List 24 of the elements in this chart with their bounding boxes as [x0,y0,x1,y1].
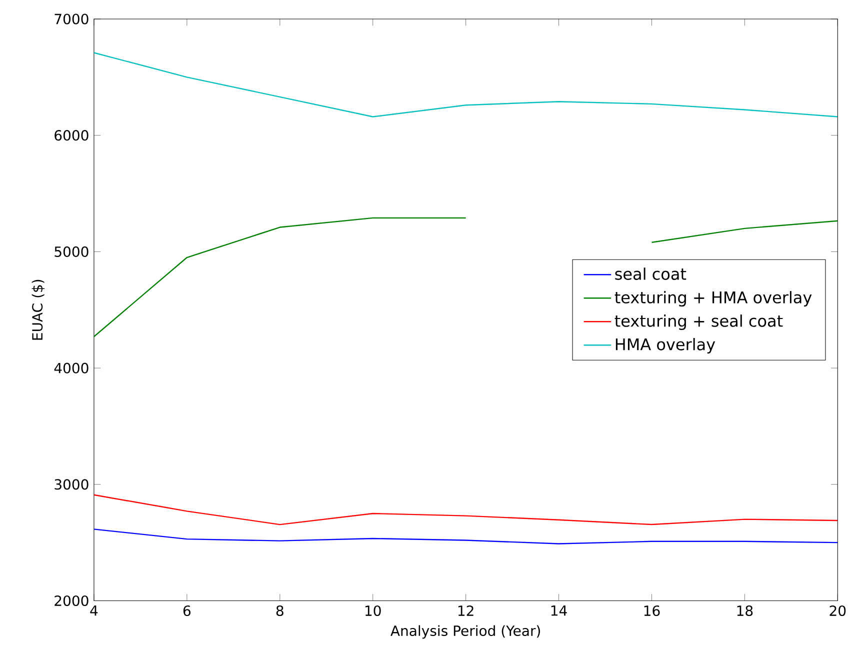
legend-label: HMA overlay [616,338,716,354]
x-tick-label: 6 [183,606,190,616]
y-tick-label: 6000 [54,130,88,141]
y-tick-label: 4000 [54,362,88,374]
x-tick-label: 8 [276,606,284,616]
y-tick-label: 5000 [54,246,88,258]
legend-label: texturing + seal coat [614,314,783,330]
legend-label: texturing + HMA overlay [614,291,812,307]
x-tick-label: 14 [551,606,567,616]
x-tick-label: 16 [644,606,660,616]
x-tick-label: 20 [830,606,846,616]
x-tick-label: 18 [737,606,753,616]
line-series [94,52,838,118]
line-series [94,494,838,526]
y-tick-label: 7000 [54,14,88,24]
y-tick-label: 3000 [54,479,88,490]
legend-label: seal coat [615,268,686,280]
y-tick-label: 2000 [54,596,88,606]
x-tick-label: 12 [458,606,474,616]
x-axis-title: Analysis Period (Year) [390,625,540,639]
x-tick-label: 4 [90,606,98,616]
y-axis-title: EUAC ($) [32,280,44,340]
line-series [94,528,838,544]
x-tick-label: 10 [365,606,381,616]
